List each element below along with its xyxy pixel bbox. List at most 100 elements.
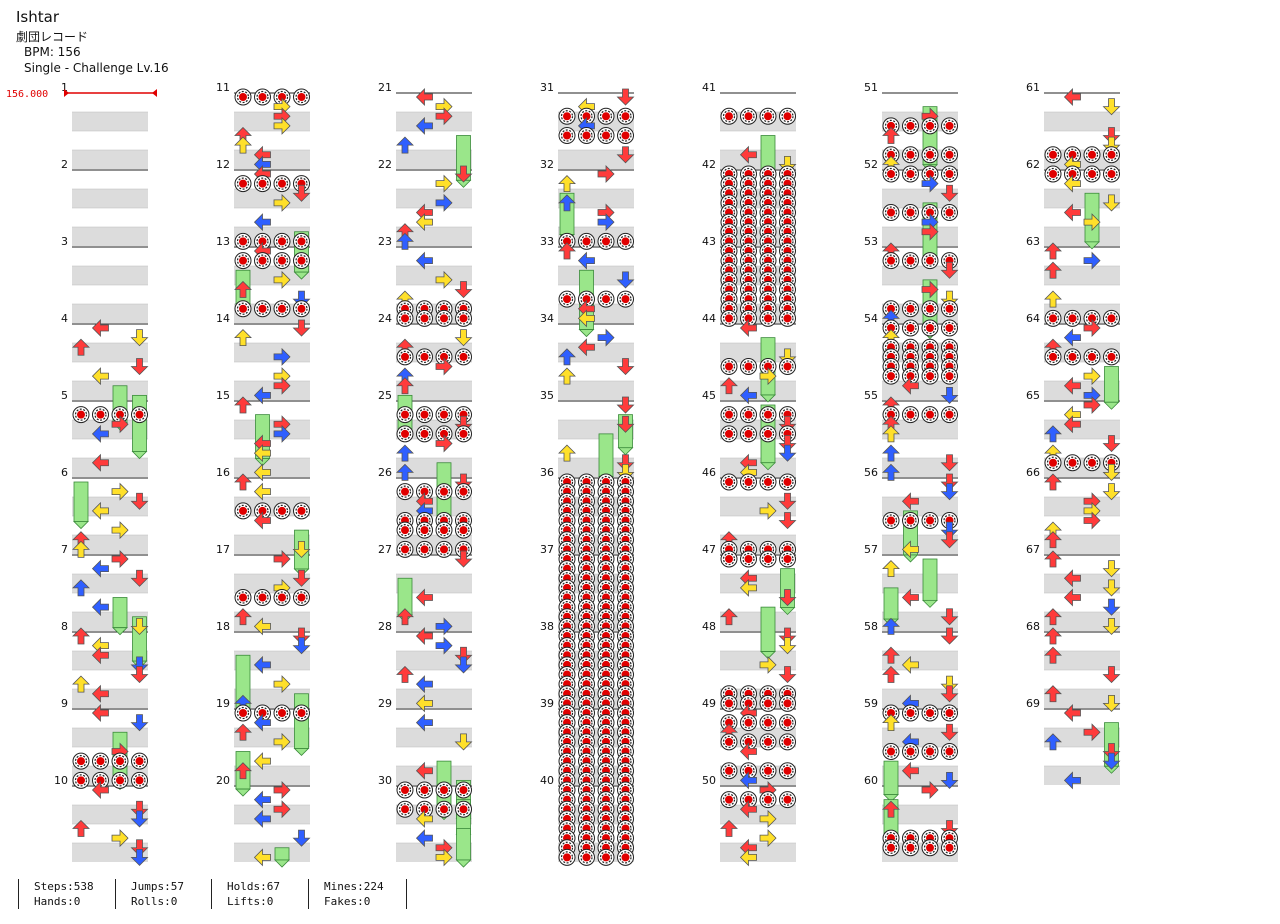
down-arrow-icon [91, 453, 109, 472]
mine-icon [720, 762, 738, 780]
right-arrow-icon [778, 666, 797, 684]
right-arrow-icon [778, 492, 797, 510]
mine-icon [941, 319, 958, 337]
right-arrow-icon [1102, 694, 1121, 712]
right-arrow-icon [292, 319, 311, 337]
up-arrow-icon [435, 848, 453, 867]
down-arrow-icon [901, 588, 919, 607]
mine-icon [92, 771, 109, 789]
mine-icon [720, 550, 738, 568]
left-arrow-icon [558, 367, 576, 385]
mine-icon [416, 425, 433, 443]
down-arrow-icon [253, 463, 271, 482]
mine-icon [941, 839, 958, 857]
measure-number: 15 [216, 389, 230, 402]
up-arrow-icon [435, 636, 453, 655]
mine-icon [759, 406, 777, 424]
hold-bar-icon [922, 558, 938, 608]
down-arrow-icon [253, 617, 271, 636]
up-arrow-icon [1083, 367, 1101, 386]
down-arrow-icon [253, 213, 271, 232]
mine-icon [902, 743, 919, 760]
mine-icon [72, 771, 90, 789]
right-arrow-icon [616, 146, 635, 164]
measure-number: 59 [864, 697, 878, 710]
mine-icon [293, 589, 310, 606]
mine-icon [1044, 165, 1062, 183]
measure-number: 38 [540, 620, 554, 633]
left-arrow-icon [720, 819, 738, 837]
up-arrow-icon [759, 367, 777, 386]
right-arrow-icon [454, 165, 473, 183]
mine-icon [740, 107, 757, 125]
left-arrow-icon [882, 560, 900, 578]
mine-icon [941, 743, 958, 760]
left-arrow-icon [396, 665, 414, 683]
mine-icon [779, 473, 796, 491]
mine-icon [740, 473, 757, 491]
hold-bar-icon [455, 135, 472, 188]
down-arrow-icon [91, 559, 109, 578]
song-bpm: BPM: 156 [24, 45, 81, 59]
mine-icon [779, 309, 796, 327]
measure-number: 26 [378, 466, 392, 479]
mine-icon [720, 733, 738, 751]
chart-column: 31 32 33 34 35 36 37 38 39 40 [540, 81, 634, 862]
down-arrow-icon [253, 482, 271, 501]
mine-icon [902, 165, 919, 183]
mine-icon [1044, 309, 1062, 327]
right-arrow-icon [1102, 617, 1121, 635]
mine-icon [92, 752, 109, 770]
down-arrow-icon [415, 88, 433, 106]
mine-icon [759, 762, 777, 780]
left-arrow-icon [396, 232, 414, 250]
measure-number: 8 [61, 620, 68, 633]
right-arrow-icon [616, 415, 635, 433]
right-arrow-icon [940, 608, 959, 626]
down-arrow-icon [91, 319, 109, 337]
mine-icon [558, 848, 576, 866]
mine-icon [234, 502, 252, 520]
mine-icon [131, 406, 148, 424]
stat-mines: Mines:224 [324, 880, 384, 893]
mine-icon [111, 406, 129, 424]
right-arrow-icon [292, 637, 311, 655]
mine-icon [720, 694, 738, 712]
hold-bar-icon [131, 394, 148, 460]
left-arrow-icon [234, 280, 252, 298]
right-arrow-icon [1102, 579, 1121, 597]
right-arrow-icon [454, 733, 473, 751]
down-arrow-icon [577, 251, 595, 270]
mine-icon [902, 319, 919, 337]
left-arrow-icon [396, 463, 414, 481]
mine-icon [882, 204, 900, 221]
right-arrow-icon [130, 492, 149, 510]
up-arrow-icon [273, 550, 291, 568]
up-arrow-icon [273, 781, 291, 799]
mine-icon [597, 290, 615, 308]
right-arrow-icon [1102, 666, 1121, 684]
mine-icon [902, 512, 919, 529]
down-arrow-icon [739, 742, 757, 761]
mine-icon [902, 204, 919, 221]
right-arrow-icon [454, 656, 473, 674]
bpm-marker-label: 156.000 [6, 89, 48, 100]
mine-icon [902, 839, 919, 857]
mine-icon [921, 406, 939, 424]
measure-number: 61 [1026, 81, 1040, 94]
mine-icon [740, 425, 757, 443]
mine-icon [941, 204, 958, 221]
right-arrow-icon [130, 617, 149, 635]
right-arrow-icon [454, 646, 473, 664]
up-arrow-icon [1083, 213, 1101, 232]
mine-icon [416, 309, 433, 327]
up-arrow-icon [273, 116, 291, 135]
up-arrow-icon [435, 434, 453, 453]
down-arrow-icon [901, 761, 919, 780]
measure-number: 36 [540, 466, 554, 479]
down-arrow-icon [739, 145, 757, 164]
mine-icon [435, 348, 453, 366]
left-arrow-icon [882, 463, 900, 481]
up-arrow-icon [597, 165, 615, 183]
down-arrow-icon [1063, 88, 1081, 106]
